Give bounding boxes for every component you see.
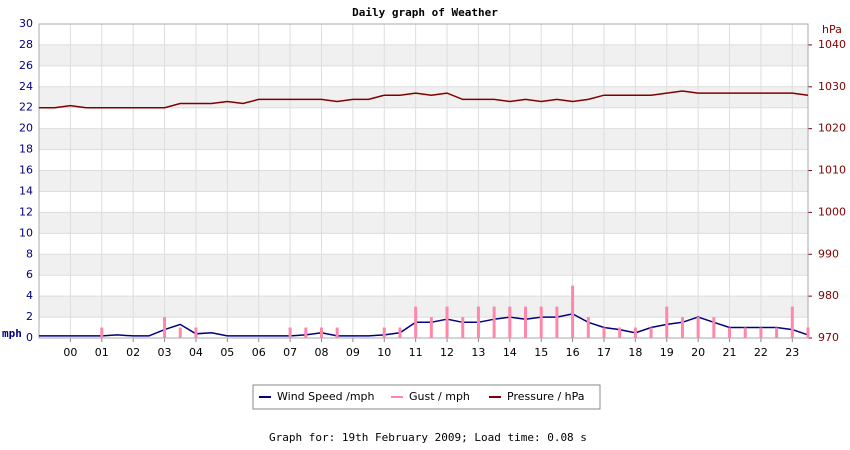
x-tick-label: 23 (785, 346, 799, 359)
x-tick-label: 13 (471, 346, 485, 359)
y2-tick-label: 970 (818, 331, 839, 344)
footer: Graph for: 19th February 2009; Load time… (269, 431, 587, 444)
y-tick-label: 18 (19, 143, 33, 156)
x-tick-label: 02 (126, 346, 140, 359)
y-tick-label: 6 (26, 268, 33, 281)
y-tick-label: 14 (19, 184, 33, 197)
x-tick-label: 20 (691, 346, 705, 359)
y-tick-label: 8 (26, 247, 33, 260)
y-tick-label: 24 (19, 80, 33, 93)
grid-band (39, 254, 808, 276)
x-tick-label: 07 (283, 346, 297, 359)
y2-tick-label: 990 (818, 247, 839, 260)
y-tick-label: 26 (19, 59, 33, 72)
x-tick-label: 15 (534, 346, 548, 359)
x-tick-label: 00 (63, 346, 77, 359)
x-tick-label: 12 (440, 346, 454, 359)
y-tick-label: 20 (19, 122, 33, 135)
x-tick-label: 11 (409, 346, 423, 359)
y2-tick-label: 1020 (818, 122, 846, 135)
y2-tick-label: 1030 (818, 80, 846, 93)
y-tick-label: 4 (26, 289, 33, 302)
grid-band (39, 128, 808, 150)
series-line (39, 90, 809, 109)
grid-band (39, 44, 808, 66)
y-tick-label: 30 (19, 17, 33, 30)
y-tick-label: 28 (19, 38, 33, 51)
x-tick-label: 21 (723, 346, 737, 359)
x-tick-label: 05 (220, 346, 234, 359)
chart-title: Daily graph of Weather (352, 6, 498, 19)
y2-tick-label: 1040 (818, 38, 846, 51)
y-tick-label: 10 (19, 226, 33, 239)
x-tick-label: 19 (660, 346, 674, 359)
grid-band (39, 86, 808, 108)
y-tick-label: 22 (19, 101, 33, 114)
legend-box (252, 384, 601, 410)
x-tick-label: 10 (377, 346, 391, 359)
x-tick-label: 14 (503, 346, 517, 359)
x-tick-label: 03 (158, 346, 172, 359)
x-tick-label: 22 (754, 346, 768, 359)
y-tick-label: 2 (26, 310, 33, 323)
legend-label: Gust / mph (409, 390, 470, 403)
x-tick-label: 04 (189, 346, 203, 359)
legend-label: Pressure / hPa (507, 390, 585, 403)
x-tick-label: 18 (628, 346, 642, 359)
legend-label: Wind Speed /mph (277, 390, 375, 403)
x-tick-label: 08 (314, 346, 328, 359)
grid-band (39, 170, 808, 192)
grid-band (39, 296, 808, 318)
y-axis-label: mph (2, 327, 22, 340)
grid-band (39, 212, 808, 234)
x-tick-label: 17 (597, 346, 611, 359)
y-tick-label: 16 (19, 164, 33, 177)
y-tick-label: 12 (19, 205, 33, 218)
y2-axis-label: hPa (822, 23, 842, 36)
y2-tick-label: 1000 (818, 205, 846, 218)
y2-tick-label: 1010 (818, 164, 846, 177)
y2-tick-label: 980 (818, 289, 839, 302)
series-line (39, 313, 809, 337)
x-tick-label: 09 (346, 346, 360, 359)
x-tick-label: 06 (252, 346, 266, 359)
plot-border (38, 23, 809, 339)
x-tick-label: 16 (566, 346, 580, 359)
y-tick-label: 0 (26, 331, 33, 344)
x-tick-label: 01 (95, 346, 109, 359)
